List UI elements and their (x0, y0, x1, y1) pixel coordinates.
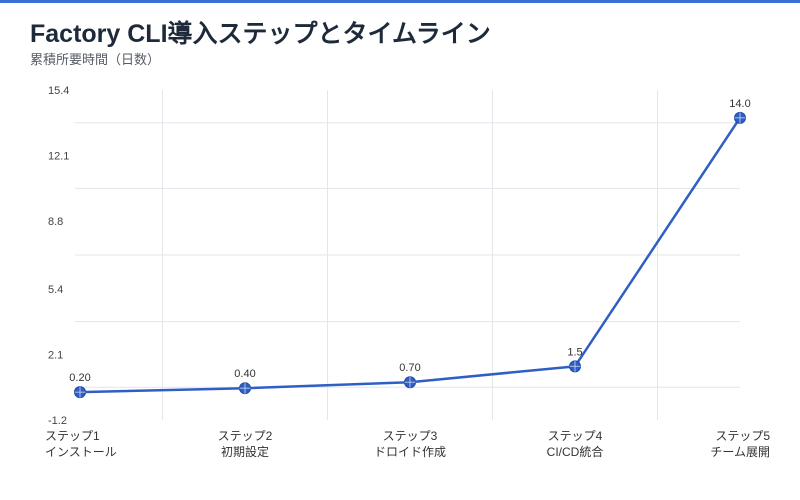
data-label: 0.40 (234, 368, 255, 380)
x-tick-label: ステップ2 (218, 429, 273, 443)
x-tick-label: チーム展開 (710, 445, 770, 459)
data-label: 0.20 (69, 372, 90, 384)
x-tick-label: ステップ3 (383, 429, 438, 443)
x-tick-label: インストール (45, 445, 117, 459)
chart-title: Factory CLI導入ステップとタイムライン (30, 20, 491, 48)
data-label: 1.5 (567, 346, 582, 358)
x-tick-label: ドロイド作成 (374, 445, 446, 459)
y-tick-label: 12.1 (48, 151, 69, 163)
chart-subtitle: 累積所要時間（日数） (30, 52, 161, 67)
y-tick-label: 5.4 (48, 284, 63, 296)
x-tick-label: 初期設定 (221, 444, 269, 459)
y-tick-label: 8.8 (48, 216, 63, 228)
data-label: 0.70 (399, 362, 420, 374)
accent-bar (0, 0, 800, 3)
y-tick-label: 15.4 (48, 85, 69, 97)
y-tick-label: 2.1 (48, 349, 63, 361)
data-label: 14.0 (729, 98, 750, 110)
x-tick-label: CI/CD統合 (547, 444, 604, 459)
y-tick-label: -1.2 (48, 415, 67, 427)
x-tick-label: ステップ1 (45, 429, 100, 443)
x-tick-label: ステップ5 (715, 429, 770, 443)
x-tick-label: ステップ4 (548, 429, 603, 443)
